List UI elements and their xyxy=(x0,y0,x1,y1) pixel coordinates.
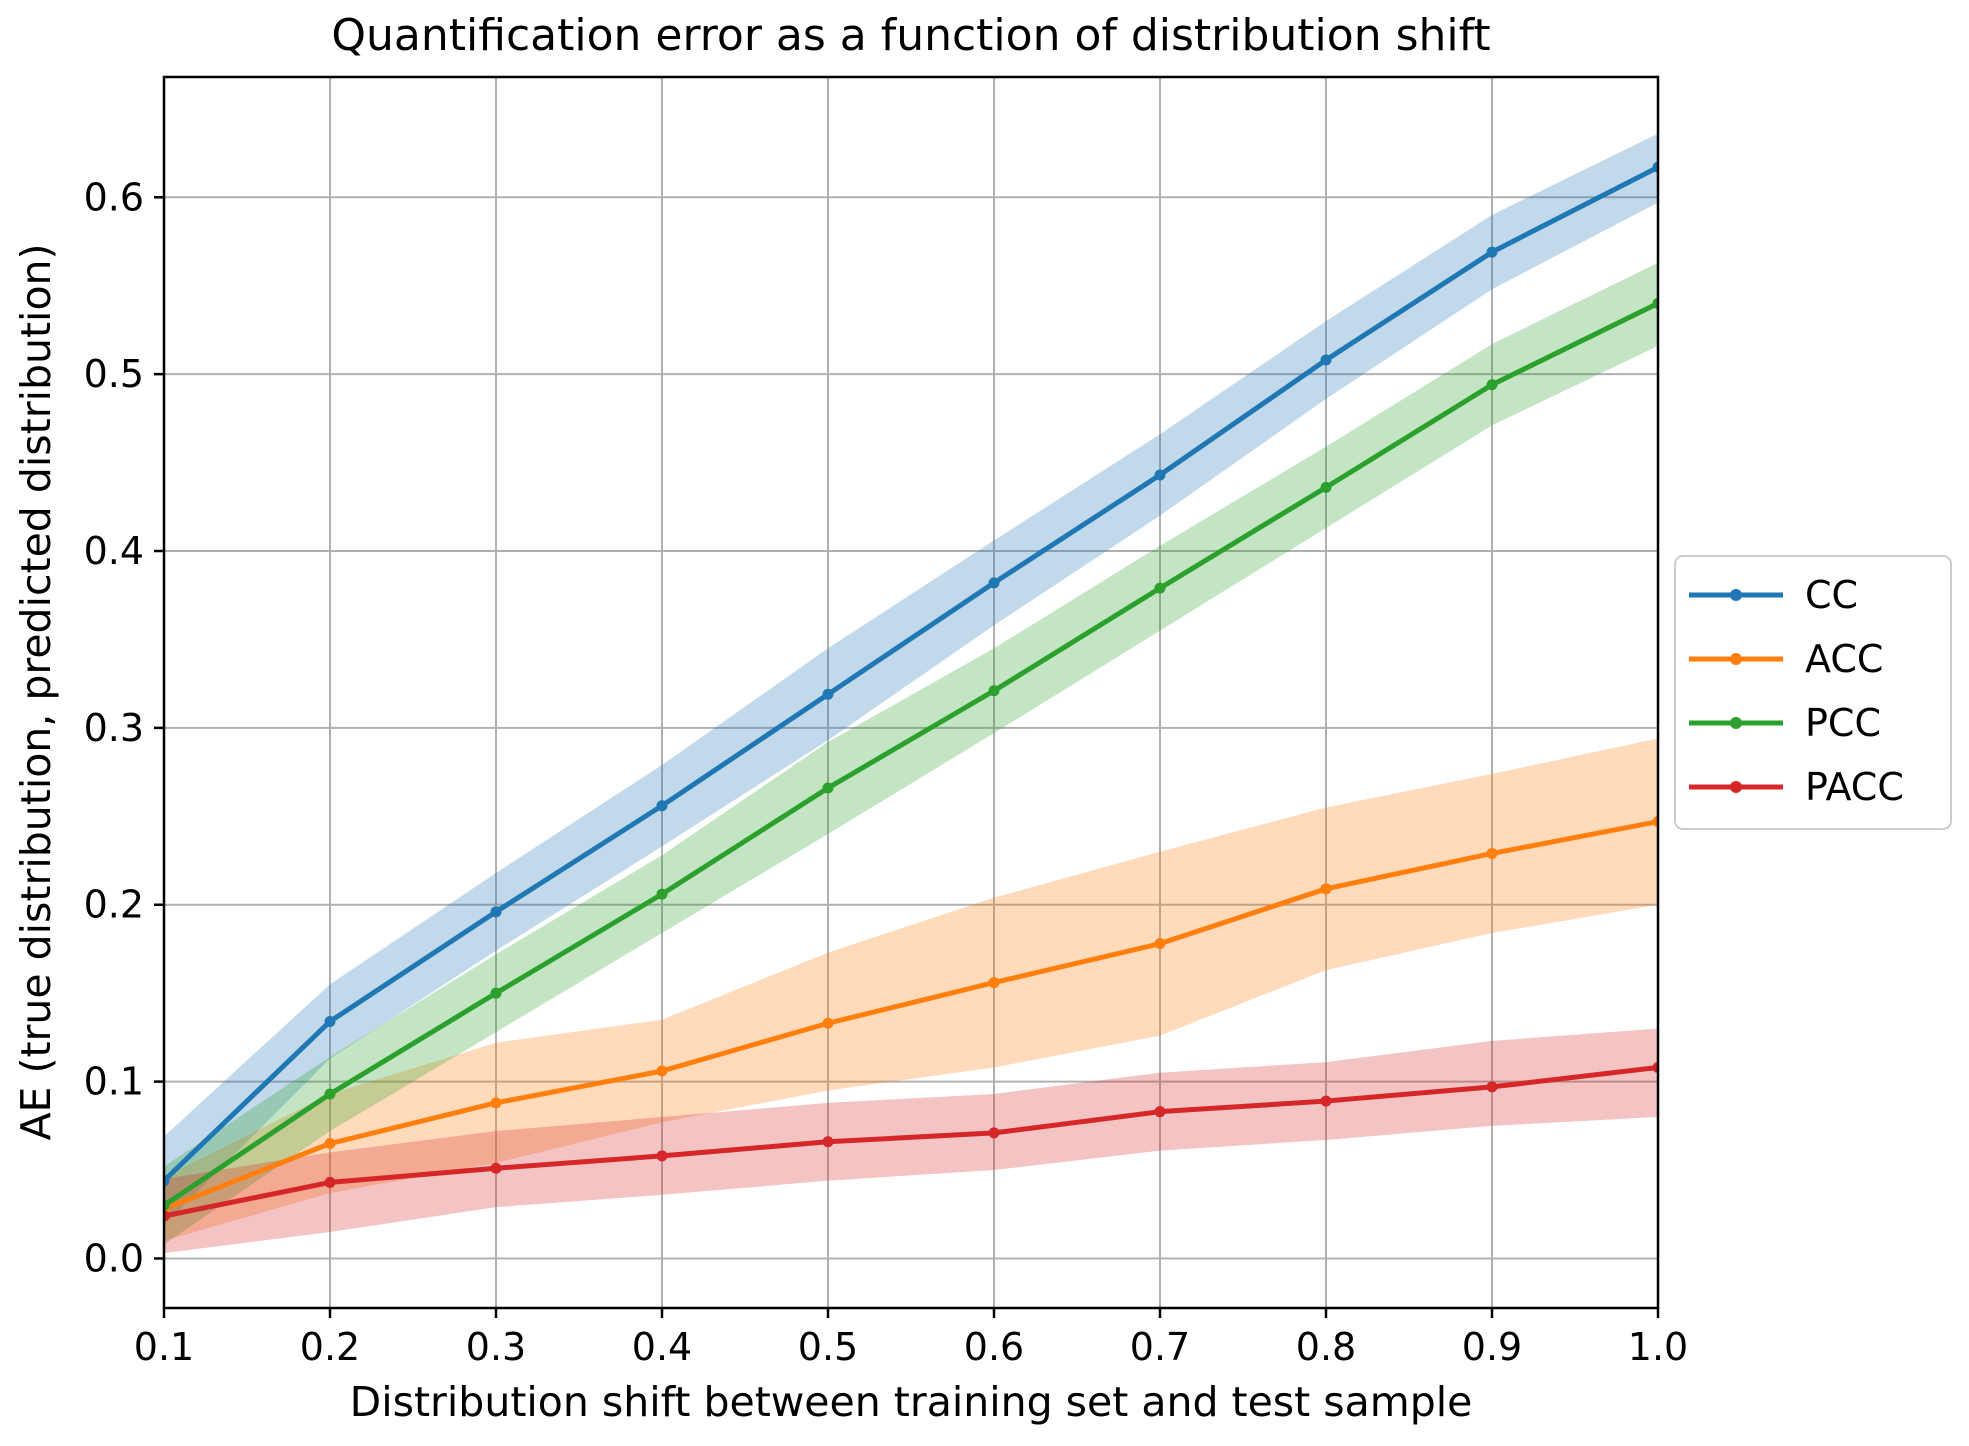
data-point-PCC xyxy=(822,782,834,794)
x-tick-label: 0.4 xyxy=(632,1325,692,1369)
legend-label-CC: CC xyxy=(1805,573,1858,617)
data-point-PACC xyxy=(1652,1061,1658,1073)
data-point-PCC xyxy=(988,685,1000,697)
data-point-PACC xyxy=(164,1210,170,1222)
data-point-PCC xyxy=(490,987,502,999)
data-point-PACC xyxy=(324,1176,336,1188)
data-point-CC xyxy=(822,688,834,700)
data-point-ACC xyxy=(1320,883,1332,895)
x-tick-label: 0.5 xyxy=(798,1325,858,1369)
plot-data-area xyxy=(164,133,1658,1254)
data-point-CC xyxy=(164,1175,170,1187)
data-point-ACC xyxy=(1154,938,1166,950)
legend-marker-ACC xyxy=(1730,653,1742,665)
y-tick-label: 0.1 xyxy=(84,1060,144,1104)
x-tick-label: 0.2 xyxy=(300,1325,360,1369)
x-tick-label: 0.1 xyxy=(134,1325,194,1369)
x-tick-label: 1.0 xyxy=(1628,1325,1688,1369)
data-point-CC xyxy=(324,1015,336,1027)
data-point-PCC xyxy=(1320,481,1332,493)
data-point-PACC xyxy=(656,1150,668,1162)
data-point-PACC xyxy=(1320,1095,1332,1107)
axes-frame xyxy=(162,75,1660,1310)
legend-box xyxy=(1674,555,1952,830)
data-point-CC xyxy=(1486,246,1498,258)
x-tick-label: 0.8 xyxy=(1296,1325,1356,1369)
data-point-ACC xyxy=(1652,816,1658,828)
series-line-CC xyxy=(164,164,1658,1183)
legend-label-PCC: PCC xyxy=(1805,701,1881,745)
series-line-ACC xyxy=(164,819,1658,1212)
data-point-CC xyxy=(490,906,502,918)
confidence-band-CC xyxy=(164,133,1658,1225)
y-tick-label: 0.5 xyxy=(84,352,144,396)
data-point-PACC xyxy=(988,1127,1000,1139)
legend-label-PACC: PACC xyxy=(1805,765,1904,809)
y-axis-label: AE (true distribution, predicted distrib… xyxy=(12,243,60,1141)
y-tick-label: 0.6 xyxy=(84,175,144,219)
series-line-PCC xyxy=(164,301,1658,1208)
data-point-ACC xyxy=(988,977,1000,989)
legend-marker-CC xyxy=(1730,589,1742,601)
data-point-PCC xyxy=(1486,379,1498,391)
data-point-PCC xyxy=(324,1088,336,1100)
x-tick-label: 0.9 xyxy=(1462,1325,1522,1369)
data-point-CC xyxy=(1154,469,1166,481)
data-point-ACC xyxy=(490,1097,502,1109)
data-point-CC xyxy=(1320,354,1332,366)
y-tick-label: 0.4 xyxy=(84,529,144,573)
data-point-PACC xyxy=(822,1136,834,1148)
data-point-ACC xyxy=(324,1138,336,1150)
data-point-PACC xyxy=(1486,1081,1498,1093)
data-point-ACC xyxy=(1486,847,1498,859)
data-point-PCC xyxy=(164,1199,170,1211)
data-point-PCC xyxy=(656,888,668,900)
data-point-PACC xyxy=(1154,1106,1166,1118)
chart-title: Quantification error as a function of di… xyxy=(331,10,1491,61)
y-tick-label: 0.2 xyxy=(84,883,144,927)
x-tick-label: 0.3 xyxy=(466,1325,526,1369)
legend-label-ACC: ACC xyxy=(1805,637,1883,681)
data-point-CC xyxy=(988,577,1000,589)
x-axis-label: Distribution shift between training set … xyxy=(349,1378,1473,1426)
confidence-band-PACC xyxy=(164,1028,1658,1254)
x-tick-label: 0.7 xyxy=(1130,1325,1190,1369)
data-point-PCC xyxy=(1154,582,1166,594)
confidence-band-ACC xyxy=(164,738,1658,1241)
x-tick-label: 0.6 xyxy=(964,1325,1024,1369)
data-point-CC xyxy=(656,800,668,812)
data-point-ACC xyxy=(822,1017,834,1029)
y-tick-label: 0.0 xyxy=(84,1236,144,1280)
legend-marker-PACC xyxy=(1730,781,1742,793)
confidence-band-PCC xyxy=(164,262,1658,1245)
data-point-ACC xyxy=(656,1065,668,1077)
data-point-PACC xyxy=(490,1162,502,1174)
series-line-PACC xyxy=(164,1064,1658,1219)
legend-marker-PCC xyxy=(1730,717,1742,729)
data-point-CC xyxy=(1652,161,1658,173)
y-tick-label: 0.3 xyxy=(84,706,144,750)
data-point-PCC xyxy=(1652,297,1658,309)
